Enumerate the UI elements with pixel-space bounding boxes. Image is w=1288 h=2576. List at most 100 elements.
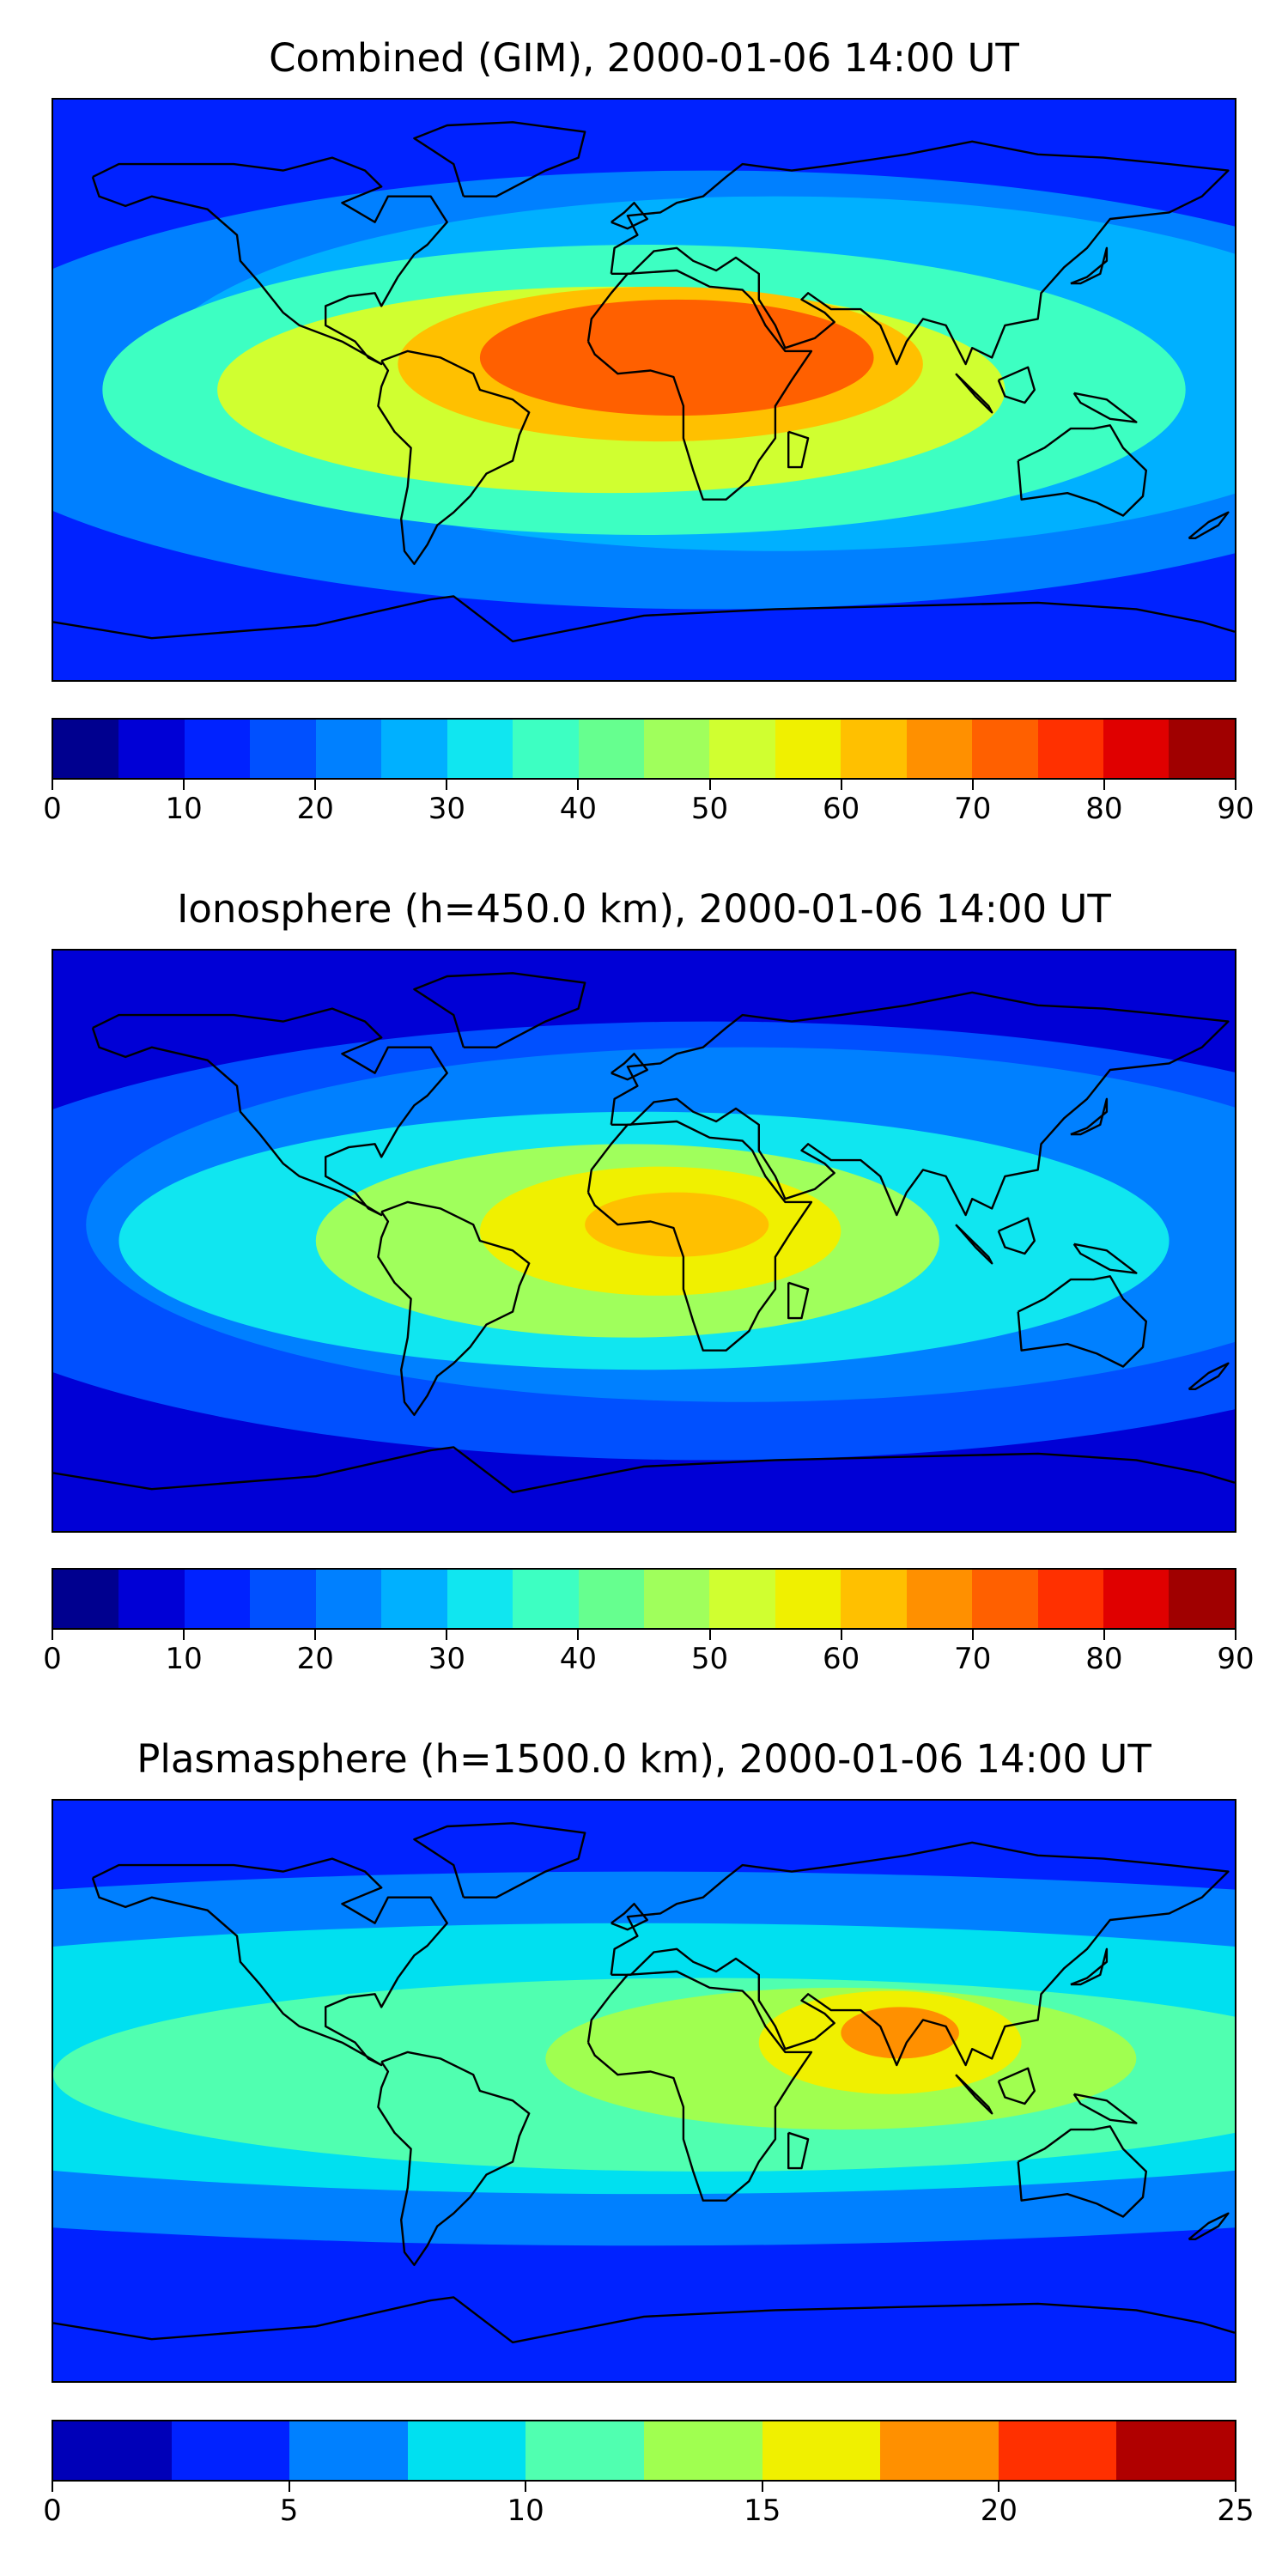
coastline <box>997 2067 1036 2105</box>
coastline <box>91 156 448 366</box>
colorbar-swatch <box>1169 1570 1235 1628</box>
coastline <box>1017 1275 1148 1368</box>
colorbar-tick-label: 30 <box>428 792 465 826</box>
coastline <box>1188 1362 1230 1390</box>
colorbar-swatch <box>762 2421 881 2480</box>
contour-region <box>585 1192 769 1257</box>
colorbar-tick-label: 60 <box>823 792 860 826</box>
colorbar-swatch <box>1103 720 1170 778</box>
colorbar-swatch <box>513 720 579 778</box>
coastline <box>413 972 586 1048</box>
colorbar-tick-label: 5 <box>279 2494 299 2528</box>
colorbar-tick-label: 80 <box>1085 1642 1123 1676</box>
colorbar-tick-label: 10 <box>507 2494 544 2528</box>
coastline <box>413 1822 586 1899</box>
colorbar-swatch <box>250 720 316 778</box>
colorbar-swatch <box>53 1570 119 1628</box>
contour-region <box>841 2007 959 2059</box>
colorbar-tick <box>708 1630 711 1640</box>
coastline <box>611 201 648 230</box>
colorbar-swatch <box>1037 1570 1103 1628</box>
panel-1-colorbar <box>52 718 1236 780</box>
colorbar-tick <box>761 2482 763 2492</box>
coastline <box>586 1970 813 2202</box>
colorbar-tick <box>314 1630 317 1640</box>
colorbar-swatch <box>578 720 644 778</box>
coastline <box>610 1841 1230 2067</box>
coastline <box>91 1857 448 2067</box>
colorbar-tick-label: 0 <box>43 792 62 826</box>
colorbar-swatch <box>1103 1570 1170 1628</box>
colorbar-tick <box>1103 780 1105 790</box>
colorbar-tick-label: 0 <box>43 2494 62 2528</box>
coastline <box>377 1200 531 1416</box>
colorbar-swatch <box>1037 720 1103 778</box>
panel-3-colorbar-ticks: 0 5 10 15 20 25 <box>43 2482 1255 2533</box>
coastline <box>1017 2125 1148 2218</box>
colorbar-tick <box>840 1630 842 1640</box>
colorbar-tick <box>52 1630 53 1640</box>
coastline <box>1070 1097 1109 1136</box>
coastline <box>1070 1947 1109 1986</box>
colorbar-swatch <box>906 1570 973 1628</box>
colorbar-swatch <box>709 720 775 778</box>
colorbar-swatch <box>53 720 119 778</box>
colorbar-swatch <box>578 1570 644 1628</box>
colorbar-tick-label: 50 <box>690 792 729 826</box>
colorbar-tick <box>183 780 185 790</box>
contour-region <box>479 299 874 416</box>
coastline <box>787 1281 810 1320</box>
colorbar-tick-label: 70 <box>954 1642 992 1676</box>
colorbar-tick <box>998 2482 1000 2492</box>
coastline <box>377 349 531 565</box>
panel-1-map <box>52 98 1236 682</box>
colorbar-swatch <box>526 2421 644 2480</box>
colorbar-swatch <box>289 2421 408 2480</box>
coastline <box>997 1217 1036 1255</box>
panel-2-colorbar-ticks: 0 10 20 30 40 50 60 70 80 90 <box>43 1630 1255 1681</box>
coastline <box>1072 2093 1138 2124</box>
colorbar-swatch <box>906 720 973 778</box>
panel-2-map <box>52 949 1236 1533</box>
colorbar-swatch <box>841 1570 907 1628</box>
coastline <box>1188 511 1230 539</box>
colorbar-tick <box>52 2482 53 2492</box>
colorbar-tick <box>183 1630 185 1640</box>
colorbar-swatch <box>709 1570 775 1628</box>
colorbar-swatch <box>972 720 1038 778</box>
panel-3-colorbar <box>52 2420 1236 2482</box>
panel-2-title: Ionosphere (h=450.0 km), 2000-01-06 14:0… <box>177 886 1111 932</box>
panel-2-colorbar <box>52 1568 1236 1630</box>
colorbar-tick <box>1235 1630 1236 1640</box>
coastline <box>586 269 813 501</box>
colorbar-swatch <box>250 1570 316 1628</box>
colorbar-swatch <box>447 1570 513 1628</box>
colorbar-tick-label: 15 <box>744 2494 781 2528</box>
coastline <box>610 991 1230 1217</box>
coastline <box>1017 424 1148 517</box>
coastline <box>53 1446 1235 1494</box>
colorbar-swatch <box>184 1570 251 1628</box>
coastline <box>955 2074 993 2115</box>
coastline <box>53 2296 1235 2344</box>
coastline <box>997 366 1036 404</box>
colorbar-tick-label: 40 <box>559 792 598 826</box>
colorbar-swatch <box>643 720 710 778</box>
colorbar-swatch <box>880 2421 999 2480</box>
coastline <box>611 1902 648 1931</box>
colorbar-swatch <box>381 720 447 778</box>
colorbar-swatch <box>1169 720 1235 778</box>
colorbar-tick-label: 90 <box>1217 792 1255 826</box>
coastline <box>1070 246 1109 285</box>
colorbar-swatch <box>381 1570 447 1628</box>
colorbar-swatch <box>315 720 382 778</box>
coastline <box>377 2050 531 2266</box>
colorbar-tick <box>446 780 448 790</box>
colorbar-tick-label: 10 <box>165 792 203 826</box>
colorbar-tick-label: 90 <box>1217 1642 1255 1676</box>
colorbar-tick <box>971 780 974 790</box>
coastline <box>787 2131 810 2170</box>
colorbar-tick-label: 20 <box>980 2494 1018 2528</box>
colorbar-swatch <box>184 720 251 778</box>
colorbar-tick-label: 80 <box>1085 792 1123 826</box>
